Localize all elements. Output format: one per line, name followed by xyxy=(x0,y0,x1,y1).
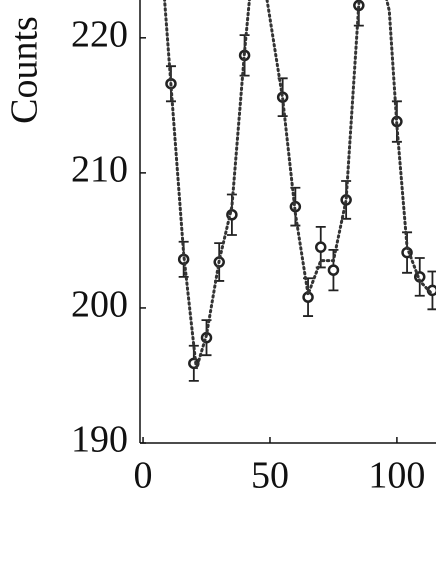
y-axis-label: Counts xyxy=(4,16,46,124)
y-tick-label: 200 xyxy=(71,284,128,326)
x-tick-label: 0 xyxy=(134,455,153,497)
x-axis-label: A xyxy=(425,548,436,564)
y-tick-label: 210 xyxy=(71,149,128,191)
fit-line xyxy=(163,0,434,370)
y-tick-label: 220 xyxy=(71,14,128,56)
x-tick-label: 50 xyxy=(251,455,289,497)
plot-area xyxy=(163,0,436,382)
data-point xyxy=(327,264,340,276)
y-tick-label: 190 xyxy=(71,419,128,461)
data-point xyxy=(314,241,327,253)
x-tick-label: 100 xyxy=(368,455,425,497)
